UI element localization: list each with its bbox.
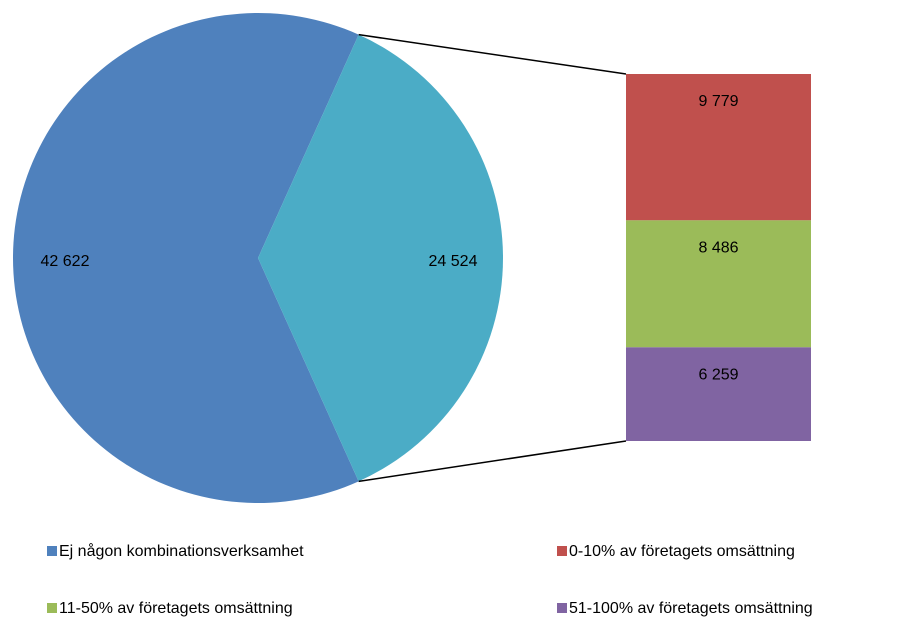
legend-label: Ej någon kombinationsverksamhet — [59, 542, 304, 560]
legend-label: 11-50% av företagets omsättning — [59, 600, 293, 617]
legend-swatch — [557, 603, 567, 613]
data-label: 6 259 — [698, 367, 738, 384]
connector — [358, 33, 627, 75]
bar-segment — [626, 347, 811, 441]
legend-swatch — [557, 546, 567, 556]
legend-label: 51-100% av företagets omsättning — [569, 600, 813, 617]
bar-segment — [626, 220, 811, 348]
legend-label: 0-10% av företagets omsättning — [569, 543, 795, 560]
connector — [358, 440, 627, 483]
data-label: 8 486 — [698, 240, 738, 257]
legend-swatch — [47, 546, 57, 556]
pie-slice — [12, 12, 359, 503]
bar-segment — [626, 74, 811, 221]
data-label: 24 524 — [429, 253, 478, 270]
legend-swatch — [47, 603, 57, 613]
data-label: 9 779 — [698, 93, 738, 110]
data-label: 42 622 — [41, 253, 90, 270]
pie-slice — [258, 34, 503, 482]
